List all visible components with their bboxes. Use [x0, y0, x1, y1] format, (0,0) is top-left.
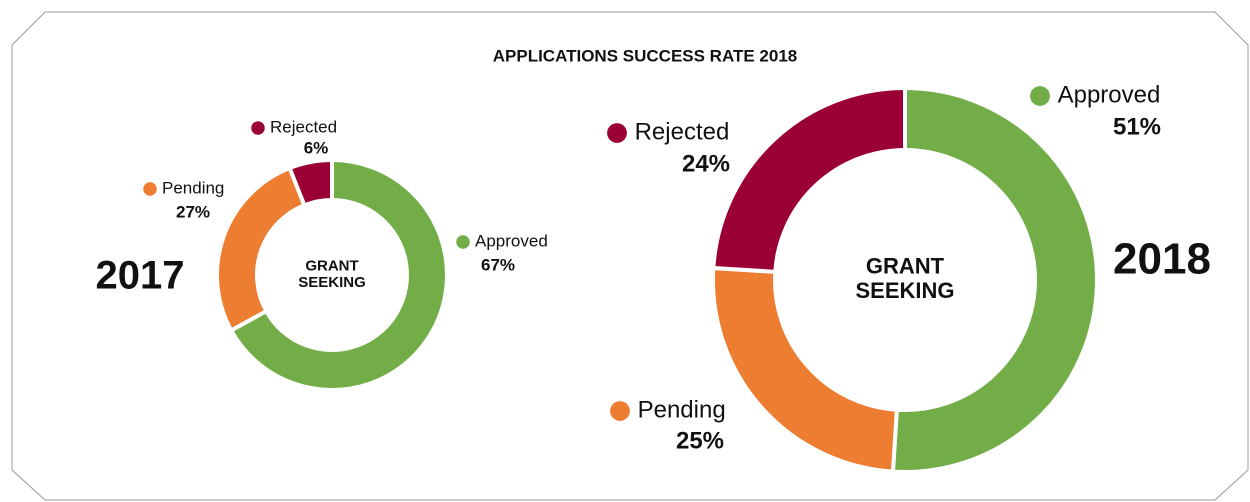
frame	[11, 11, 1249, 501]
center-label: GRANT	[866, 254, 945, 279]
category-label: Rejected	[635, 118, 730, 145]
legend-dot	[251, 121, 265, 135]
value-label: 67%	[481, 255, 515, 274]
donut-segment	[890, 85, 1099, 474]
year-label: 2018	[1113, 235, 1211, 284]
legend-dot	[456, 235, 470, 249]
value-label: 27%	[176, 202, 210, 221]
center-label: SEEKING	[855, 278, 954, 303]
center-label: GRANT	[305, 258, 358, 275]
donut-segment	[287, 157, 334, 208]
category-label: Pending	[638, 396, 726, 423]
year-label: 2017	[96, 254, 185, 298]
donut-segment	[215, 165, 307, 334]
center-label: SEEKING	[298, 274, 366, 291]
category-label: Pending	[162, 178, 224, 197]
value-label: 6%	[304, 138, 329, 157]
chart-title: APPLICATIONS SUCCESS RATE 2018	[493, 46, 798, 65]
legend-dot	[143, 182, 157, 196]
donut-segment	[228, 157, 449, 392]
value-label: 25%	[676, 427, 724, 454]
value-label: 24%	[682, 150, 730, 177]
category-label: Rejected	[270, 117, 337, 136]
value-label: 51%	[1113, 113, 1161, 140]
legend-dot	[1030, 86, 1050, 106]
legend-dot	[607, 123, 627, 143]
donut-segment	[711, 85, 907, 274]
category-label: Approved	[475, 231, 548, 250]
donut-segment	[711, 265, 899, 474]
category-label: Approved	[1058, 81, 1161, 108]
legend-dot	[610, 401, 630, 421]
